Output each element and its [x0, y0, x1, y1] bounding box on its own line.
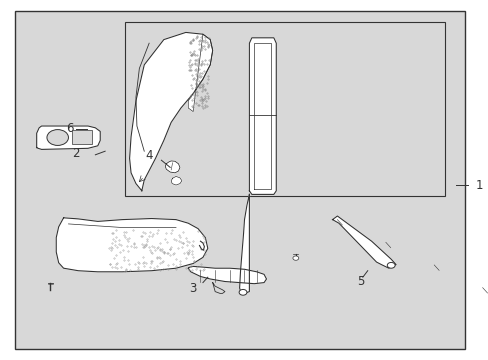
Polygon shape: [165, 161, 180, 173]
Circle shape: [239, 289, 246, 295]
Text: 4: 4: [145, 149, 153, 162]
Polygon shape: [37, 126, 100, 149]
Polygon shape: [56, 218, 207, 272]
Polygon shape: [188, 266, 266, 284]
Circle shape: [386, 262, 394, 268]
FancyBboxPatch shape: [72, 130, 92, 144]
Polygon shape: [171, 176, 182, 185]
Polygon shape: [239, 194, 249, 293]
FancyBboxPatch shape: [15, 11, 464, 349]
Polygon shape: [188, 34, 212, 112]
Text: 3: 3: [189, 282, 197, 294]
Polygon shape: [129, 32, 212, 191]
Text: 2: 2: [72, 147, 80, 160]
FancyBboxPatch shape: [124, 22, 444, 196]
Circle shape: [47, 130, 68, 145]
Polygon shape: [249, 38, 276, 194]
Circle shape: [292, 256, 298, 260]
Polygon shape: [332, 216, 395, 268]
Text: 5: 5: [356, 275, 364, 288]
Text: 6: 6: [65, 122, 73, 135]
Text: 1: 1: [474, 179, 482, 192]
